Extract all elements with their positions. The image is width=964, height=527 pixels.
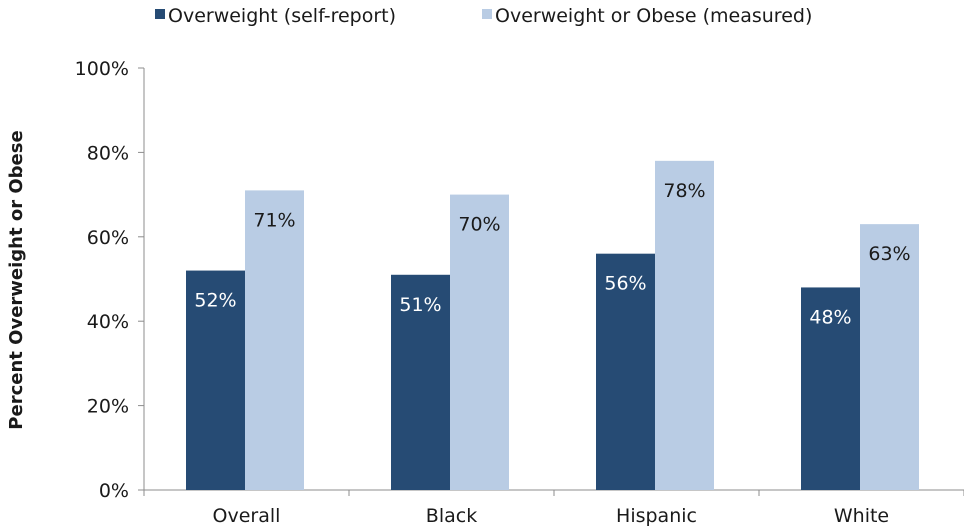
data-label: 56% — [604, 273, 646, 295]
legend-label: Overweight or Obese (measured) — [495, 5, 812, 27]
y-tick-label: 20% — [87, 396, 129, 418]
data-label: 48% — [809, 306, 851, 328]
y-tick-label: 100% — [75, 58, 129, 80]
data-label: 78% — [663, 180, 705, 202]
legend-swatch — [482, 9, 492, 19]
bars — [186, 160, 919, 490]
data-label: 51% — [399, 294, 441, 316]
y-tick-label: 0% — [99, 480, 129, 502]
legend-swatch — [155, 9, 165, 19]
axes: 0% 20% 40% 60% 80% 100% Overall Black Hispanic Wh… — [75, 58, 964, 527]
bar — [391, 274, 450, 490]
data-label: 63% — [868, 243, 910, 265]
bar — [655, 160, 714, 490]
data-label: 52% — [194, 290, 236, 312]
data-label: 70% — [458, 214, 500, 236]
data-label: 71% — [253, 209, 295, 231]
bar — [860, 224, 919, 490]
x-tick-label: Overall — [213, 505, 281, 527]
x-tick-label: White — [834, 505, 889, 527]
x-tick-label: Hispanic — [616, 505, 697, 527]
legend: Overweight (self-report) Overweight or Ob… — [155, 5, 812, 27]
y-tick-label: 60% — [87, 227, 129, 249]
bar — [245, 190, 304, 490]
bar — [596, 253, 655, 490]
bar — [801, 287, 860, 490]
y-axis-label: Percent Overweight or Obese — [6, 130, 27, 429]
legend-label: Overweight (self-report) — [168, 5, 396, 27]
y-tick-label: 80% — [87, 142, 129, 164]
bar — [186, 270, 245, 490]
y-tick-label: 40% — [87, 311, 129, 333]
x-tick-label: Black — [426, 505, 477, 527]
data-labels: 52% 51% 56% 48% 71% 70% 78% 63% — [194, 180, 910, 329]
bar — [450, 194, 509, 490]
